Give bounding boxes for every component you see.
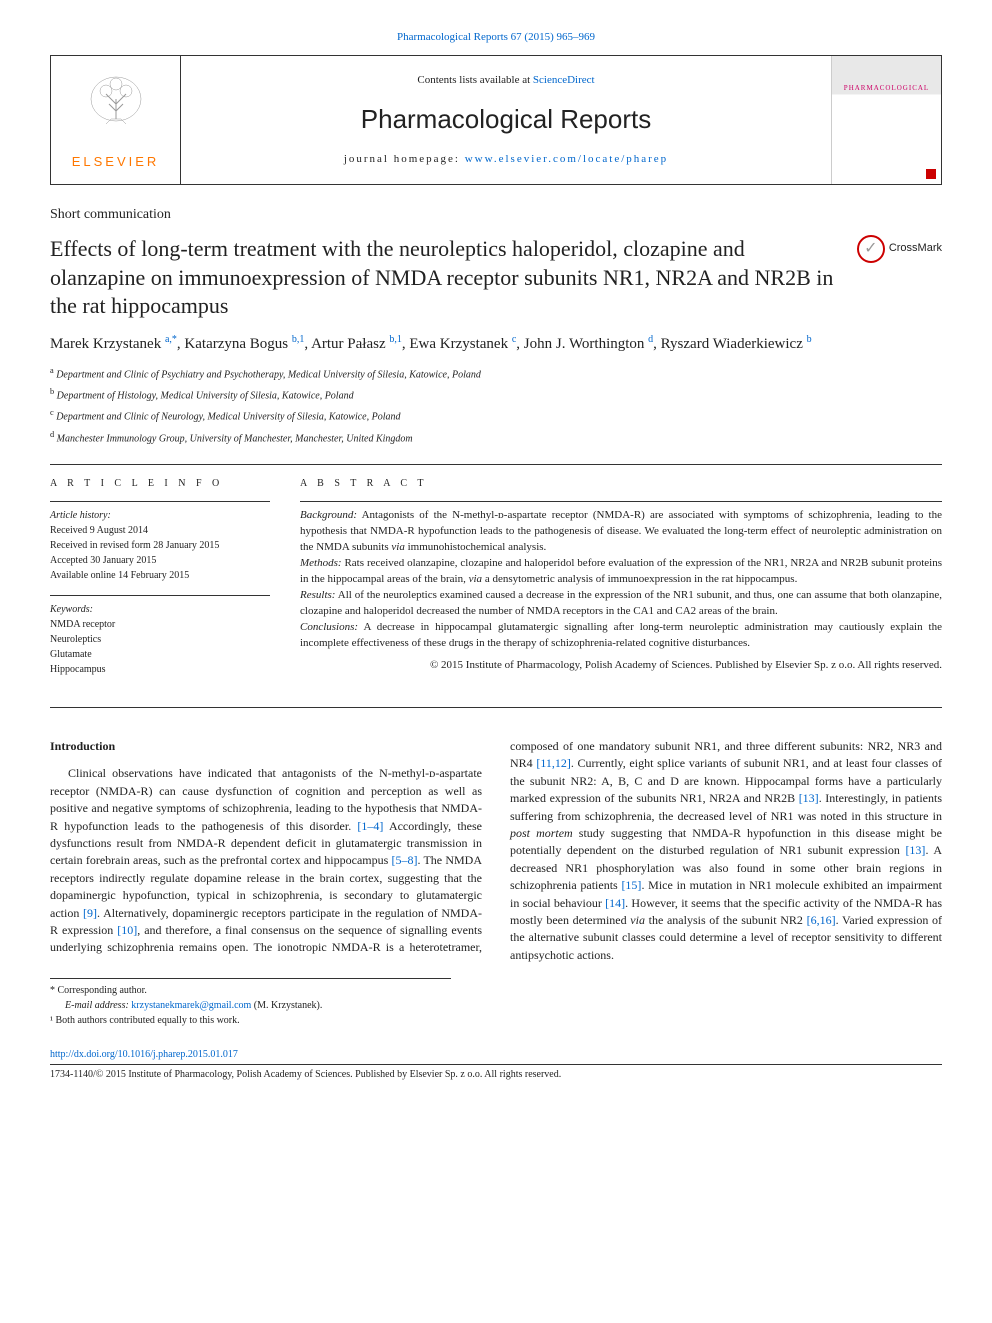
journal-homepage: journal homepage: www.elsevier.com/locat… <box>344 152 668 167</box>
keywords-block: Keywords: NMDA receptorNeurolepticsGluta… <box>50 595 270 677</box>
header-center: Contents lists available at ScienceDirec… <box>181 56 831 184</box>
keyword: Glutamate <box>50 647 270 662</box>
article-title: Effects of long-term treatment with the … <box>50 235 837 321</box>
email-suffix: (M. Krzystanek). <box>251 1000 322 1011</box>
article-info-sidebar: A R T I C L E I N F O Article history: R… <box>50 477 270 689</box>
affiliation: b Department of Histology, Medical Unive… <box>50 386 942 403</box>
contents-available: Contents lists available at ScienceDirec… <box>417 73 594 88</box>
keyword: Hippocampus <box>50 662 270 677</box>
elsevier-wordmark: ELSEVIER <box>72 153 160 171</box>
elsevier-tree-icon <box>81 69 151 149</box>
abstract: A B S T R A C T Background: Antagonists … <box>300 477 942 689</box>
article-history: Article history: Received 9 August 2014R… <box>50 501 270 583</box>
doi-link[interactable]: http://dx.doi.org/10.1016/j.pharep.2015.… <box>50 1049 238 1060</box>
divider <box>50 707 942 708</box>
keyword: Neuroleptics <box>50 632 270 647</box>
methods-label: Methods: <box>300 557 342 569</box>
homepage-link[interactable]: www.elsevier.com/locate/pharep <box>465 153 668 165</box>
citation-header: Pharmacological Reports 67 (2015) 965–96… <box>50 30 942 45</box>
contents-prefix: Contents lists available at <box>417 74 532 86</box>
journal-header: ELSEVIER Contents lists available at Sci… <box>50 55 942 185</box>
introduction-heading: Introduction <box>50 738 482 755</box>
abstract-heading: A B S T R A C T <box>300 477 942 491</box>
background-label: Background: <box>300 509 357 521</box>
corresponding-author-note: * Corresponding author. <box>50 983 451 998</box>
abstract-copyright: © 2015 Institute of Pharmacology, Polish… <box>300 658 942 673</box>
reference-link[interactable]: [5–8] <box>392 853 418 867</box>
affiliation: d Manchester Immunology Group, Universit… <box>50 429 942 446</box>
equal-contribution-note: ¹ Both authors contributed equally to th… <box>50 1013 451 1028</box>
reference-link[interactable]: [11,12] <box>536 756 571 770</box>
reference-link[interactable]: [14] <box>605 896 625 910</box>
journal-name: Pharmacological Reports <box>361 101 651 137</box>
crossmark-icon <box>857 235 885 263</box>
affiliation: c Department and Clinic of Neurology, Me… <box>50 407 942 424</box>
corresponding-email-link[interactable]: krzystanekmarek@gmail.com <box>131 1000 251 1011</box>
background-text: Antagonists of the N-methyl-ᴅ-aspartate … <box>300 509 942 553</box>
body-paragraph: Clinical observations have indicated tha… <box>50 738 942 964</box>
reference-link[interactable]: [13] <box>799 791 819 805</box>
reference-link[interactable]: [6,16] <box>807 913 836 927</box>
reference-link[interactable]: [13] <box>905 843 925 857</box>
keyword: NMDA receptor <box>50 617 270 632</box>
article-info-heading: A R T I C L E I N F O <box>50 477 270 491</box>
reference-link[interactable]: [10] <box>117 923 137 937</box>
history-item: Received 9 August 2014 <box>50 523 270 538</box>
article-type: Short communication <box>50 205 942 225</box>
reference-link[interactable]: [1–4] <box>357 819 383 833</box>
journal-cover-thumbnail: PHARMACOLOGICAL <box>831 56 941 184</box>
history-label: Article history: <box>50 508 270 523</box>
elsevier-logo: ELSEVIER <box>51 56 181 184</box>
results-text: All of the neuroleptics examined caused … <box>300 589 942 617</box>
page-copyright: 1734-1140/© 2015 Institute of Pharmacolo… <box>50 1064 942 1082</box>
crossmark-badge[interactable]: CrossMark <box>857 235 942 263</box>
results-label: Results: <box>300 589 335 601</box>
reference-link[interactable]: [9] <box>83 906 97 920</box>
conclusions-label: Conclusions: <box>300 621 358 633</box>
history-item: Received in revised form 28 January 2015 <box>50 538 270 553</box>
crossmark-label: CrossMark <box>889 241 942 256</box>
cover-badge-icon <box>926 169 936 179</box>
divider <box>50 464 942 465</box>
doi-line: http://dx.doi.org/10.1016/j.pharep.2015.… <box>50 1048 942 1062</box>
email-label: E-mail address: <box>65 1000 131 1011</box>
abstract-body: Background: Antagonists of the N-methyl-… <box>300 501 942 673</box>
conclusions-text: A decrease in hippocampal glutamatergic … <box>300 621 942 649</box>
affiliation: a Department and Clinic of Psychiatry an… <box>50 365 942 382</box>
keywords-label: Keywords: <box>50 602 270 617</box>
history-item: Available online 14 February 2015 <box>50 568 270 583</box>
methods-text: Rats received olanzapine, clozapine and … <box>300 557 942 585</box>
article-body: Introduction Clinical observations have … <box>50 738 942 964</box>
homepage-prefix: journal homepage: <box>344 153 465 165</box>
footnotes: * Corresponding author. E-mail address: … <box>50 978 451 1028</box>
sciencedirect-link[interactable]: ScienceDirect <box>533 74 595 86</box>
reference-link[interactable]: [15] <box>621 878 641 892</box>
history-item: Accepted 30 January 2015 <box>50 553 270 568</box>
cover-title: PHARMACOLOGICAL <box>844 84 929 94</box>
authors-list: Marek Krzystanek a,*, Katarzyna Bogus b,… <box>50 333 942 355</box>
